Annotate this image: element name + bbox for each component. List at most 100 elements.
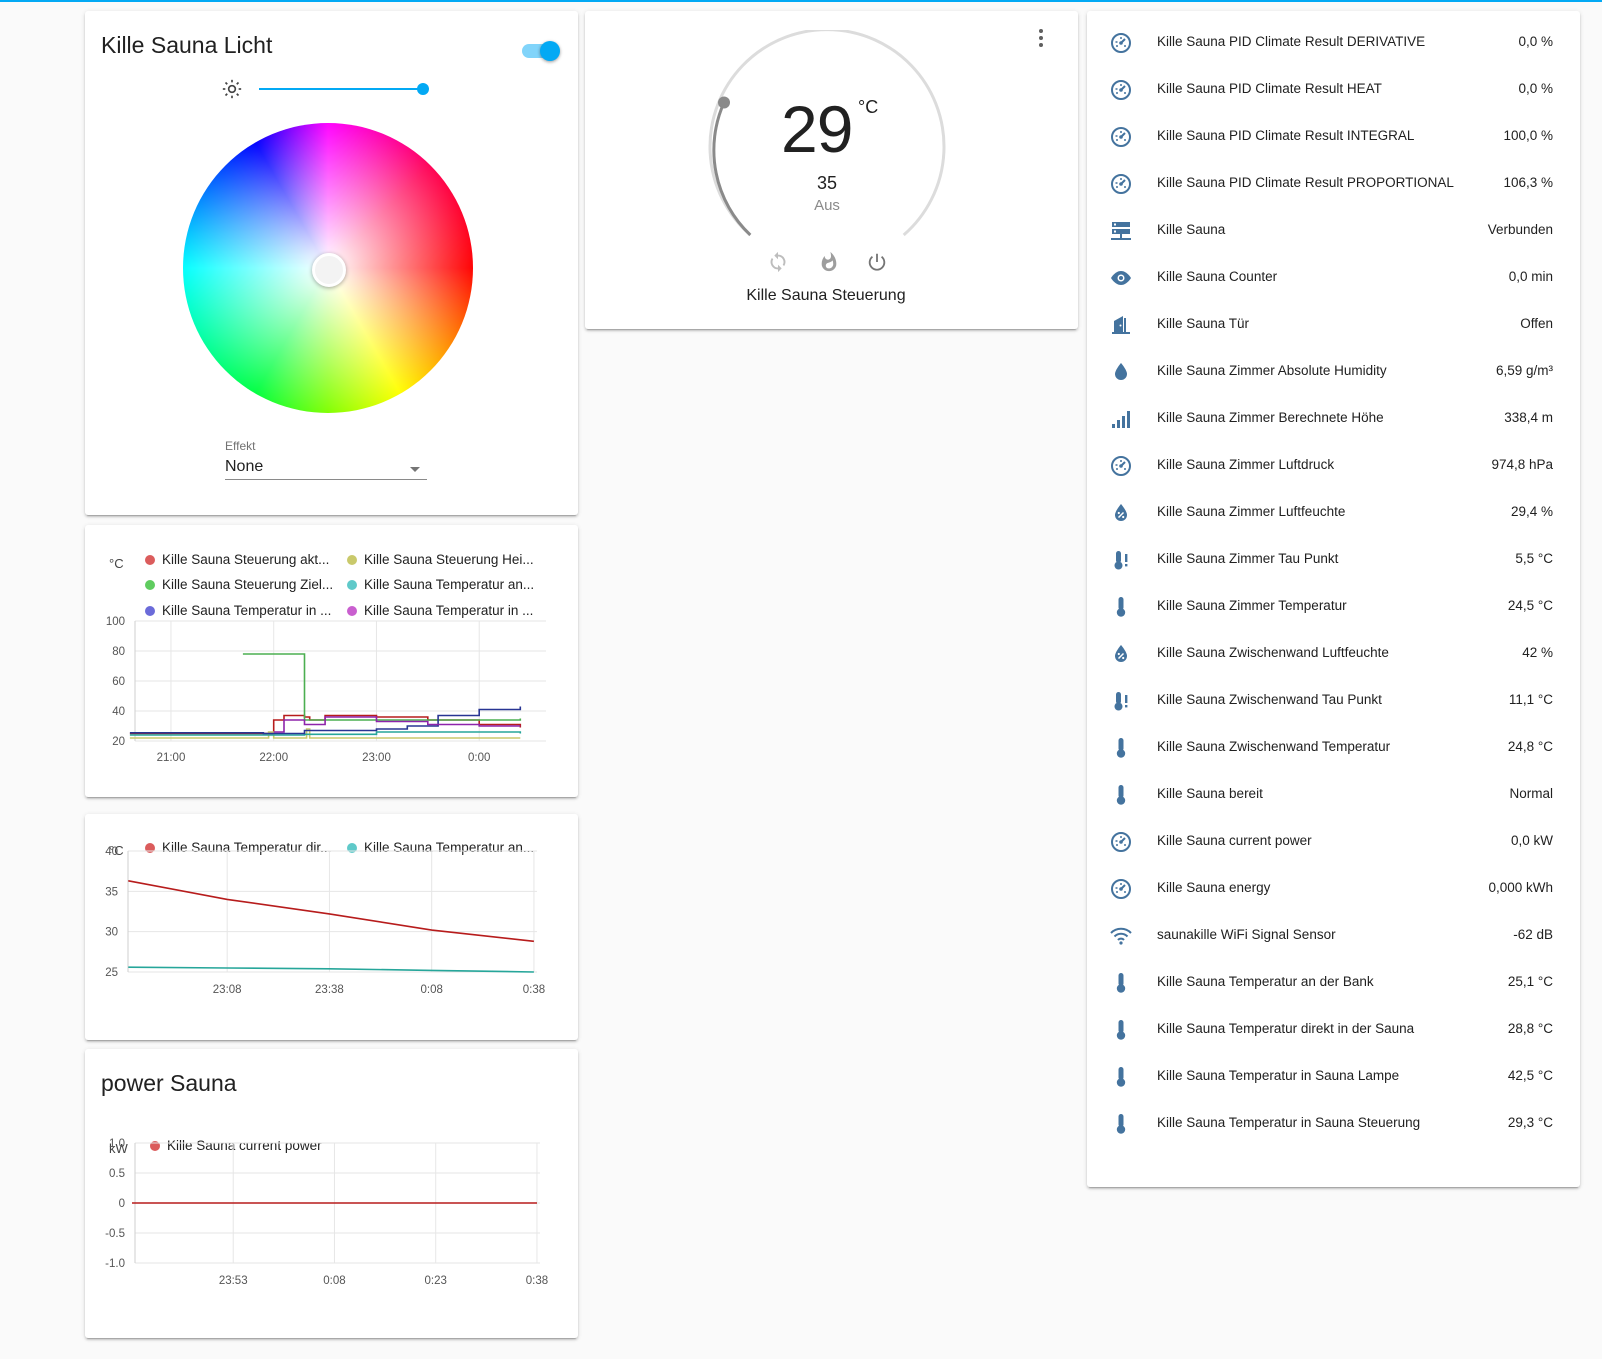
legend-item[interactable]: Kille Sauna Temperatur in ...: [145, 603, 331, 618]
entity-name[interactable]: Kille Sauna Zimmer Absolute Humidity: [1157, 363, 1387, 378]
entity-row[interactable]: Kille Sauna PID Climate Result PROPORTIO…: [1087, 160, 1569, 207]
water-percent-icon: [1115, 504, 1127, 521]
entity-name[interactable]: Kille Sauna PID Climate Result INTEGRAL: [1157, 128, 1415, 143]
legend-label: Kille Sauna current power: [167, 1138, 322, 1153]
entity-name[interactable]: Kille Sauna Zwischenwand Luftfeuchte: [1157, 645, 1389, 660]
entity-row[interactable]: Kille Sauna PID Climate Result INTEGRAL 1…: [1087, 113, 1569, 160]
entity-row[interactable]: Kille Sauna energy 0,000 kWh: [1087, 865, 1569, 912]
entity-name[interactable]: Kille Sauna PID Climate Result HEAT: [1157, 81, 1382, 96]
legend-item[interactable]: Kille Sauna Temperatur in ...: [347, 603, 533, 618]
series-line: [128, 880, 534, 943]
y-tick-label: 1.0: [109, 1138, 125, 1150]
legend-item[interactable]: Kille Sauna Steuerung Hei...: [347, 552, 534, 567]
brightness-icon: [222, 79, 242, 99]
entity-name[interactable]: Kille Sauna Temperatur in Sauna Steuerun…: [1157, 1115, 1421, 1130]
entity-name[interactable]: Kille Sauna Zwischenwand Temperatur: [1157, 739, 1391, 754]
power-card-title: power Sauna: [101, 1070, 237, 1096]
y-tick-label: 20: [112, 736, 125, 748]
entity-name[interactable]: Kille Sauna Tür: [1157, 316, 1250, 331]
entity-row[interactable]: Kille Sauna Zimmer Temperatur 24,5 °C: [1087, 583, 1569, 630]
entity-row[interactable]: Kille Sauna Zimmer Berechnete Höhe 338,4 …: [1087, 395, 1569, 442]
entity-name[interactable]: Kille Sauna: [1157, 222, 1226, 237]
x-tick-label: 23:00: [362, 752, 391, 764]
entity-value: Normal: [1509, 786, 1553, 801]
brightness-slider-track[interactable]: [259, 88, 423, 90]
entity-row[interactable]: Kille Sauna Counter 0,0 min: [1087, 254, 1569, 301]
entity-name[interactable]: Kille Sauna energy: [1157, 880, 1271, 895]
legend-item[interactable]: Kille Sauna Temperatur an...: [347, 577, 534, 592]
entity-name[interactable]: Kille Sauna bereit: [1157, 786, 1263, 801]
entity-value: 42 %: [1522, 645, 1553, 660]
entity-name[interactable]: Kille Sauna Zimmer Tau Punkt: [1157, 551, 1339, 566]
entity-row[interactable]: Kille Sauna Zwischenwand Tau Punkt 11,1 °…: [1087, 677, 1569, 724]
entity-name[interactable]: Kille Sauna Temperatur an der Bank: [1157, 974, 1374, 989]
power-chart[interactable]: 1.0 0.5 0 -0.5 -1.0 23:53 0:08 0:23 0:38: [85, 1049, 578, 1338]
thermostat-name: Kille Sauna Steuerung: [746, 287, 906, 304]
entity-name[interactable]: Kille Sauna Zwischenwand Tau Punkt: [1157, 692, 1382, 707]
legend-dot: [145, 555, 155, 565]
entity-row[interactable]: saunakille WiFi Signal Sensor -62 dB: [1087, 912, 1569, 959]
entity-row[interactable]: Kille Sauna current power 0,0 kW: [1087, 818, 1569, 865]
entity-row[interactable]: Kille Sauna Tür Offen: [1087, 301, 1569, 348]
signal-bars-icon: [1112, 411, 1130, 428]
toggle-thumb[interactable]: [540, 41, 560, 61]
brightness-slider-thumb[interactable]: [417, 83, 429, 95]
entity-row[interactable]: Kille Sauna Zimmer Luftfeuchte 29,4 %: [1087, 489, 1569, 536]
dial-handle: [718, 96, 730, 109]
legend-dot: [145, 606, 155, 616]
more-menu-icon[interactable]: [1039, 29, 1043, 50]
series-line: [129, 731, 522, 736]
x-tick-label: 0:00: [468, 752, 490, 764]
gauge-icon: [1111, 879, 1131, 899]
entity-row[interactable]: Kille Sauna Temperatur an der Bank 25,1 °…: [1087, 959, 1569, 1006]
x-tick-label: 0:23: [425, 1275, 447, 1287]
entity-row[interactable]: Kille Sauna Temperatur in Sauna Steuerun…: [1087, 1100, 1569, 1147]
thermometer-icon: [1116, 738, 1126, 758]
entity-row[interactable]: Kille Sauna Zimmer Absolute Humidity 6,59…: [1087, 348, 1569, 395]
entity-value: 974,8 hPa: [1491, 457, 1553, 472]
entity-name[interactable]: Kille Sauna PID Climate Result DERIVATIV…: [1157, 34, 1426, 49]
entity-row[interactable]: Kille Sauna PID Climate Result DERIVATIV…: [1087, 19, 1569, 66]
entity-name[interactable]: Kille Sauna Zimmer Temperatur: [1157, 598, 1347, 613]
entity-name[interactable]: Kille Sauna Zimmer Luftdruck: [1157, 457, 1335, 472]
power-icon[interactable]: [866, 251, 888, 273]
entity-row[interactable]: Kille Sauna Zimmer Luftdruck 974,8 hPa: [1087, 442, 1569, 489]
entity-row[interactable]: Kille Sauna Zwischenwand Temperatur 24,8 …: [1087, 724, 1569, 771]
power-unit: kW: [109, 1141, 128, 1156]
fire-icon[interactable]: [818, 251, 840, 273]
entity-row[interactable]: Kille Sauna Verbunden: [1087, 207, 1569, 254]
entity-row[interactable]: Kille Sauna PID Climate Result HEAT 0,0 %: [1087, 66, 1569, 113]
temperature-history-chart[interactable]: 100 80 60 40 20 21:00 22:00 23:00 0:00: [85, 525, 578, 797]
legend-item[interactable]: Kille Sauna Steuerung Ziel...: [145, 577, 333, 592]
entity-row[interactable]: Kille Sauna Zwischenwand Luftfeuchte 42 %: [1087, 630, 1569, 677]
thermostat-dial[interactable]: [707, 30, 947, 240]
entity-value: 5,5 °C: [1515, 551, 1553, 566]
entity-row[interactable]: Kille Sauna bereit Normal: [1087, 771, 1569, 818]
entity-name[interactable]: Kille Sauna Zimmer Luftfeuchte: [1157, 504, 1346, 519]
effect-value[interactable]: None: [225, 458, 264, 475]
sauna-temperature-chart[interactable]: 40 35 30 25 23:08 23:38 0:08 0:38: [85, 814, 578, 1040]
water-percent-icon: [1115, 645, 1127, 662]
effect-underline: [225, 479, 427, 480]
entity-name[interactable]: Kille Sauna Zimmer Berechnete Höhe: [1157, 410, 1384, 425]
entity-name[interactable]: Kille Sauna Counter: [1157, 269, 1278, 284]
hvac-mode: Aus: [814, 197, 840, 214]
thermostat-card: 29 °C 35 Aus Kille Sauna Steuerung: [585, 11, 1078, 329]
entity-row[interactable]: Kille Sauna Temperatur in Sauna Lampe 42,…: [1087, 1053, 1569, 1100]
dial-active-arc: [712, 101, 752, 237]
gauge-icon: [1111, 80, 1131, 100]
entity-row[interactable]: Kille Sauna Temperatur direkt in der Sau…: [1087, 1006, 1569, 1053]
entity-row[interactable]: Kille Sauna Zimmer Tau Punkt 5,5 °C: [1087, 536, 1569, 583]
entity-name[interactable]: Kille Sauna PID Climate Result PROPORTIO…: [1157, 175, 1454, 190]
entity-name[interactable]: Kille Sauna Temperatur direkt in der Sau…: [1157, 1021, 1415, 1036]
entity-value: 42,5 °C: [1507, 1068, 1553, 1083]
sync-icon[interactable]: [767, 251, 789, 273]
dropdown-arrow-icon[interactable]: [410, 467, 420, 472]
color-wheel-marker[interactable]: [312, 253, 346, 287]
entity-name[interactable]: Kille Sauna current power: [1157, 833, 1312, 848]
y-tick-label: 0.5: [109, 1168, 125, 1180]
entity-name[interactable]: saunakille WiFi Signal Sensor: [1157, 927, 1336, 942]
legend-item[interactable]: Kille Sauna Steuerung akt...: [145, 552, 329, 567]
entity-name[interactable]: Kille Sauna Temperatur in Sauna Lampe: [1157, 1068, 1400, 1083]
legend-item[interactable]: Kille Sauna current power: [150, 1138, 322, 1153]
